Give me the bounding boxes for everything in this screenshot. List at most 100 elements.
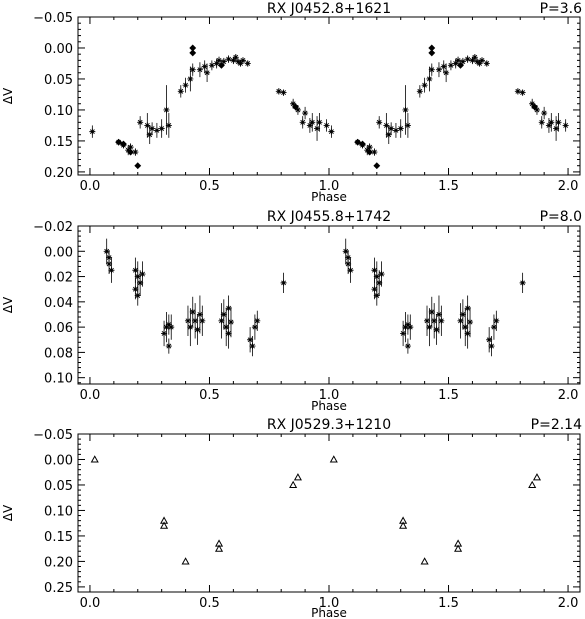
data-point <box>127 148 135 156</box>
x-tick-label: 1.5 <box>438 596 459 611</box>
data-point <box>493 317 500 324</box>
y-tick-label: 0.00 <box>44 453 73 468</box>
data-point <box>192 317 199 324</box>
data-point <box>488 343 495 350</box>
data-point <box>181 557 190 565</box>
data-point <box>345 254 352 261</box>
data-point <box>383 122 390 129</box>
data-point <box>528 480 537 489</box>
panel-3-y-axis-label: ΔV <box>1 504 15 521</box>
data-point <box>447 62 454 69</box>
data-point <box>474 58 481 65</box>
y-tick-label: −0.05 <box>33 11 73 26</box>
panel-3-data-points <box>90 455 542 565</box>
data-point <box>149 125 156 132</box>
y-tick-label: 0.00 <box>44 245 73 260</box>
data-point <box>106 254 113 261</box>
panel-3-frame <box>77 433 581 593</box>
data-point <box>388 125 395 132</box>
data-point <box>371 267 378 274</box>
x-tick-label: 2.0 <box>558 596 579 611</box>
data-point <box>290 100 297 107</box>
data-point <box>158 125 165 132</box>
data-point <box>407 324 414 331</box>
data-point <box>189 49 197 57</box>
data-point <box>455 57 462 64</box>
data-point <box>416 88 423 95</box>
data-point <box>426 75 433 82</box>
data-point <box>541 110 548 117</box>
data-point <box>280 279 287 286</box>
data-point <box>134 292 141 299</box>
data-point <box>90 455 99 463</box>
data-point <box>187 75 194 82</box>
data-point <box>385 131 392 138</box>
data-point <box>519 89 526 96</box>
y-tick-label: 0.08 <box>44 346 73 361</box>
data-point <box>137 279 144 286</box>
data-point <box>139 271 146 278</box>
data-point <box>373 162 381 170</box>
panel-1-title: RX J0452.8+1621 <box>267 1 391 17</box>
y-tick-label: 0.05 <box>44 73 73 88</box>
panel-3-ticks: 0.0 0.5 1.0 1.5 2.0 −0.05 0.00 0.05 0.10 0.15 0.20… <box>33 428 580 611</box>
data-point <box>196 66 203 73</box>
data-point <box>464 305 471 312</box>
data-point <box>218 317 225 324</box>
data-point <box>478 57 485 64</box>
data-point <box>364 147 371 154</box>
data-point <box>342 248 349 255</box>
y-tick-label: −0.02 <box>33 220 73 235</box>
data-point <box>366 148 374 156</box>
data-point <box>404 122 411 129</box>
data-point <box>289 480 298 489</box>
data-point <box>208 62 215 69</box>
panel-1-x-axis-label: Phase <box>311 190 347 204</box>
y-tick-label: 0.10 <box>44 372 73 387</box>
data-point <box>177 88 184 95</box>
data-point <box>316 119 323 126</box>
data-point <box>249 343 256 350</box>
data-point <box>235 58 242 65</box>
data-point <box>225 330 232 337</box>
data-point <box>213 60 220 67</box>
data-point <box>376 119 383 126</box>
panel-rx-j0529: RX J0529.3+1210 P=2.14 Phase ΔV 0.0 0.5 1.… <box>1 417 582 619</box>
data-point <box>464 330 471 337</box>
data-point <box>424 317 431 324</box>
data-point <box>323 122 330 129</box>
data-point <box>347 267 354 274</box>
data-point <box>404 343 411 350</box>
data-point <box>402 106 409 113</box>
y-tick-label: 0.15 <box>44 135 73 150</box>
y-tick-label: −0.05 <box>33 428 73 443</box>
data-point <box>486 336 493 343</box>
data-point <box>214 544 224 552</box>
panel-1-frame <box>77 16 581 176</box>
data-point <box>225 56 232 63</box>
data-point <box>555 119 562 126</box>
data-point <box>538 119 545 126</box>
data-point <box>490 324 497 331</box>
data-point <box>400 330 407 337</box>
panel-rx-j0452: RX J0452.8+1621 P=3.6 Phase ΔV 0.0 0.5 1.0… <box>1 1 582 204</box>
data-point <box>462 324 469 331</box>
data-point <box>459 58 466 65</box>
x-tick-label: 0.0 <box>80 388 101 403</box>
data-point <box>216 57 223 64</box>
data-point <box>230 57 237 64</box>
data-point <box>119 140 127 148</box>
data-point <box>302 110 309 117</box>
x-tick-label: 1.0 <box>319 388 340 403</box>
panel-1-period-label: P=3.6 <box>540 1 583 17</box>
data-point <box>435 311 442 318</box>
data-point <box>452 60 459 67</box>
data-point <box>132 286 139 293</box>
data-point <box>483 60 490 67</box>
data-point <box>103 248 110 255</box>
data-point <box>168 324 175 331</box>
data-point <box>125 147 132 154</box>
data-point <box>227 319 234 326</box>
panel-1-ticks: 0.0 0.5 1.0 1.5 2.0 −0.05 0.00 0.05 0.10 0.15 0.20 <box>33 11 580 194</box>
y-tick-label: 0.10 <box>44 504 73 519</box>
